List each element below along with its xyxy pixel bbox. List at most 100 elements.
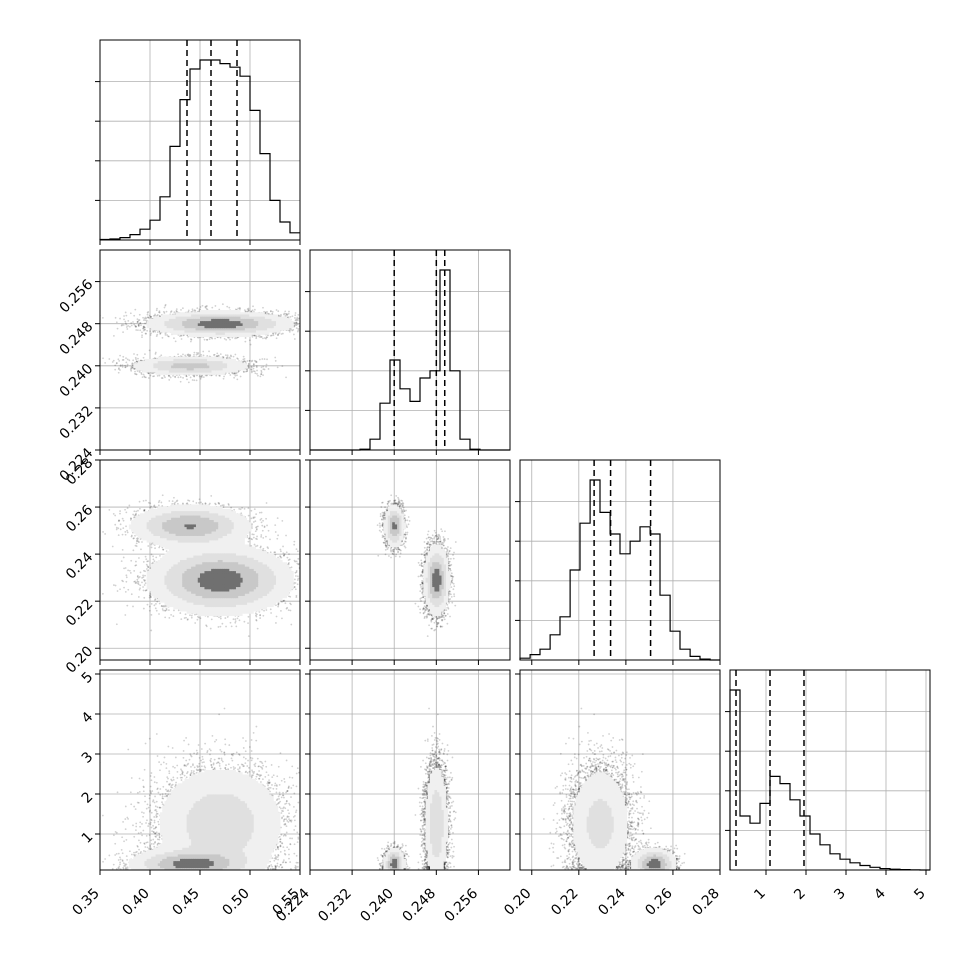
sample-point (324, 325, 326, 327)
sample-point (304, 326, 306, 328)
sample-point (191, 309, 194, 312)
histogram-step-line (99, 59, 300, 241)
sample-point (311, 316, 313, 318)
sample-point (233, 373, 236, 376)
sample-point (287, 316, 290, 319)
sample-point (152, 375, 154, 378)
sample-point (301, 318, 303, 320)
sample-point (276, 334, 279, 336)
sample-point (280, 333, 283, 335)
sample-point (164, 333, 167, 336)
sample-point (307, 319, 309, 321)
sample-point (297, 327, 300, 330)
sample-point (302, 328, 304, 330)
sample-point (126, 363, 129, 366)
sample-point (226, 356, 229, 358)
sample-point (255, 361, 258, 364)
sample-point (280, 313, 282, 316)
sample-point (136, 321, 139, 323)
sample-point (250, 371, 253, 374)
sample-point (226, 354, 229, 357)
sample-point (190, 338, 192, 340)
sample-point (285, 313, 288, 315)
sample-point (196, 310, 199, 313)
sample-point (158, 330, 161, 332)
sample-point (295, 321, 298, 324)
sample-point (167, 335, 170, 338)
sample-point (144, 353, 146, 356)
sample-point (297, 313, 300, 316)
sample-point (244, 310, 247, 313)
sample-point (139, 322, 141, 325)
sample-point (271, 310, 274, 313)
sample-point (296, 330, 299, 333)
sample-point (291, 329, 294, 332)
sample-point (132, 321, 134, 323)
sample-point (200, 353, 203, 356)
sample-point (280, 315, 282, 317)
sample-point (123, 315, 125, 317)
sample-point (143, 326, 145, 329)
sample-point (247, 307, 250, 310)
sample-point (191, 308, 194, 311)
sample-point (161, 336, 164, 339)
sample-point (140, 359, 143, 362)
sample-point (210, 336, 213, 339)
sample-point (252, 363, 255, 366)
sample-point (130, 365, 133, 368)
sample-point (252, 363, 255, 365)
sample-point (247, 309, 250, 312)
sample-point (126, 358, 129, 361)
sample-point (147, 317, 150, 319)
sample-point (190, 338, 193, 341)
sample-point (202, 376, 205, 379)
sample-point (263, 358, 266, 360)
sample-point (148, 349, 151, 352)
sample-point (138, 323, 140, 326)
sample-point (142, 373, 145, 376)
sample-point (275, 337, 278, 340)
sample-point (137, 357, 139, 360)
sample-point (168, 375, 171, 377)
sample-point (302, 311, 304, 313)
sample-point (272, 334, 275, 337)
sample-point (216, 354, 218, 357)
sample-point (130, 322, 133, 324)
sample-point (122, 355, 125, 358)
sample-point (125, 361, 128, 364)
sample-point (150, 332, 152, 335)
sample-point (266, 310, 268, 313)
sample-point (199, 306, 202, 308)
sample-point (286, 316, 289, 319)
sample-point (216, 352, 219, 355)
sample-point (303, 323, 305, 325)
sample-point (119, 354, 121, 357)
sample-point (344, 332, 346, 334)
sample-point (289, 315, 292, 318)
sample-point (148, 314, 151, 317)
sample-point (133, 372, 136, 375)
sample-point (261, 358, 264, 360)
sample-point (134, 308, 137, 311)
sample-point (296, 316, 299, 319)
sample-point (219, 353, 222, 355)
sample-point (123, 318, 125, 321)
sample-point (189, 354, 192, 357)
sample-point (313, 312, 315, 314)
sample-point (170, 310, 173, 312)
sample-point (317, 323, 319, 325)
sample-point (257, 335, 260, 338)
sample-point (229, 354, 232, 357)
sample-point (230, 355, 233, 358)
sample-point (255, 365, 258, 367)
sample-point (258, 358, 261, 361)
sample-point (242, 358, 245, 361)
sample-point (313, 318, 315, 320)
sample-point (254, 334, 257, 337)
sample-point (174, 340, 177, 343)
sample-point (184, 354, 187, 357)
sample-point (265, 363, 268, 366)
sample-point (136, 329, 139, 331)
sample-point (182, 334, 185, 337)
sample-point (324, 319, 326, 321)
